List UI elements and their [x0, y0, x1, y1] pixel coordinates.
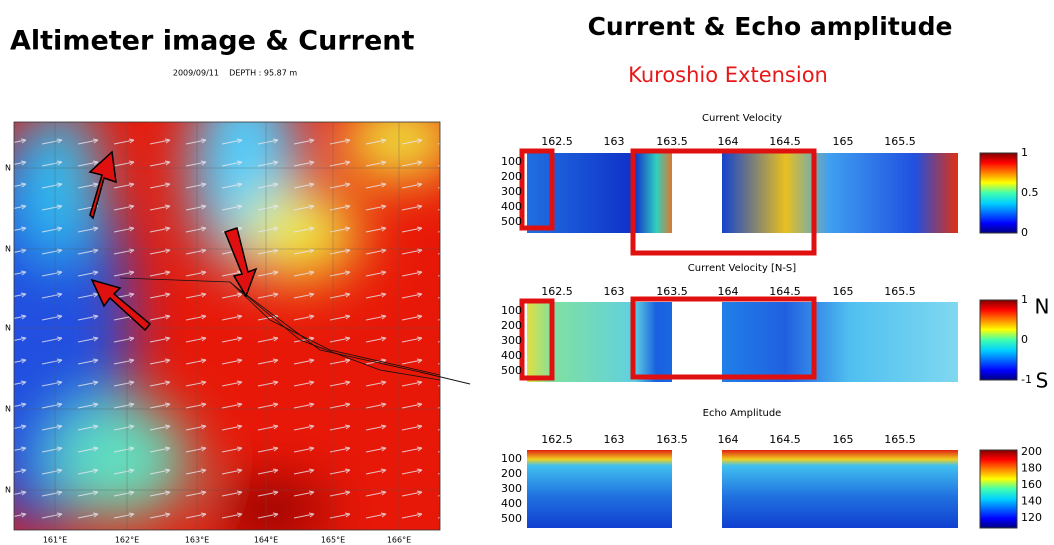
right-title: Current & Echo amplitude [588, 12, 953, 41]
map-x-label: 165°E [321, 536, 345, 545]
map-y-label: N [5, 486, 11, 495]
map-x-label: 163°E [185, 536, 209, 545]
colorbar-label: 0.5 [1021, 186, 1039, 199]
map-y-label: N [5, 405, 11, 414]
map-x-label: 161°E [43, 536, 67, 545]
panel-x-label: 163 [604, 285, 625, 298]
panel-x-label: 164 [718, 433, 739, 446]
left-title: Altimeter image & Current [10, 26, 414, 57]
panel-y-label: 200 [501, 170, 522, 183]
colorbar-label: 180 [1021, 462, 1042, 475]
panel-y-label: 500 [501, 512, 522, 525]
panel-x-label: 164.5 [769, 433, 801, 446]
colorbar-label: 0 [1021, 333, 1028, 346]
map-x-label: 164°E [254, 536, 278, 545]
colorbar-label: 120 [1021, 511, 1042, 524]
right-subtitle: Kuroshio Extension [628, 63, 828, 87]
panel-x-label: 163.5 [656, 285, 688, 298]
panel-x-label: 163.5 [656, 135, 688, 148]
colorbar-label: -1 [1021, 373, 1032, 386]
colorbar-label: 1 [1021, 146, 1028, 159]
panel-y-label: 400 [501, 200, 522, 213]
panel-x-label: 165.5 [884, 285, 916, 298]
panel-x-label: 165.5 [884, 135, 916, 148]
panel-title: Current Velocity [702, 113, 782, 124]
panel-y-label: 100 [501, 155, 522, 168]
colorbar-label: 140 [1021, 495, 1042, 508]
panel-y-label: 100 [501, 304, 522, 317]
panel-x-label: 163 [604, 433, 625, 446]
panel-y-label: 300 [501, 482, 522, 495]
panel-y-label: 300 [501, 185, 522, 198]
map-x-label: 166°E [387, 536, 411, 545]
panel-y-label: 500 [501, 215, 522, 228]
panel-x-label: 165 [833, 285, 854, 298]
panel-x-label: 164 [718, 285, 739, 298]
panel-x-label: 165.5 [884, 433, 916, 446]
side-label: S [1036, 369, 1049, 393]
panel-x-label: 164 [718, 135, 739, 148]
flow-arrows [88, 150, 258, 332]
panel-y-label: 500 [501, 364, 522, 377]
map-x-label: 162°E [115, 536, 139, 545]
map-y-label: N [5, 245, 11, 254]
panel-x-label: 162.5 [541, 135, 573, 148]
panel-y-label: 300 [501, 334, 522, 347]
panel-x-label: 165 [833, 135, 854, 148]
colorbar-label: 0 [1021, 226, 1028, 239]
left-subtitle: 2009/09/11 DEPTH : 95.87 m [173, 69, 297, 78]
panel-x-label: 164.5 [769, 285, 801, 298]
map-y-label: N [5, 164, 11, 173]
altimeter-map [14, 122, 440, 530]
panel-y-label: 400 [501, 497, 522, 510]
map-y-label: N [5, 324, 11, 333]
panel-x-label: 162.5 [541, 433, 573, 446]
panel-y-label: 100 [501, 452, 522, 465]
panel-x-label: 164.5 [769, 135, 801, 148]
colorbar-label: 1 [1021, 293, 1028, 306]
panel-y-label: 400 [501, 349, 522, 362]
panel-x-label: 165 [833, 433, 854, 446]
highlight-boxes [519, 148, 817, 381]
panel-x-label: 163.5 [656, 433, 688, 446]
panel-y-label: 200 [501, 467, 522, 480]
panel-images [527, 152, 1018, 529]
panel-x-label: 162.5 [541, 285, 573, 298]
colorbar-label: 200 [1021, 445, 1042, 458]
side-label: N [1035, 295, 1050, 319]
panel-y-label: 200 [501, 319, 522, 332]
panel-title: Current Velocity [N-S] [688, 263, 796, 274]
colorbar-label: 160 [1021, 478, 1042, 491]
panel-title: Echo Amplitude [703, 408, 782, 419]
panel-x-label: 163 [604, 135, 625, 148]
